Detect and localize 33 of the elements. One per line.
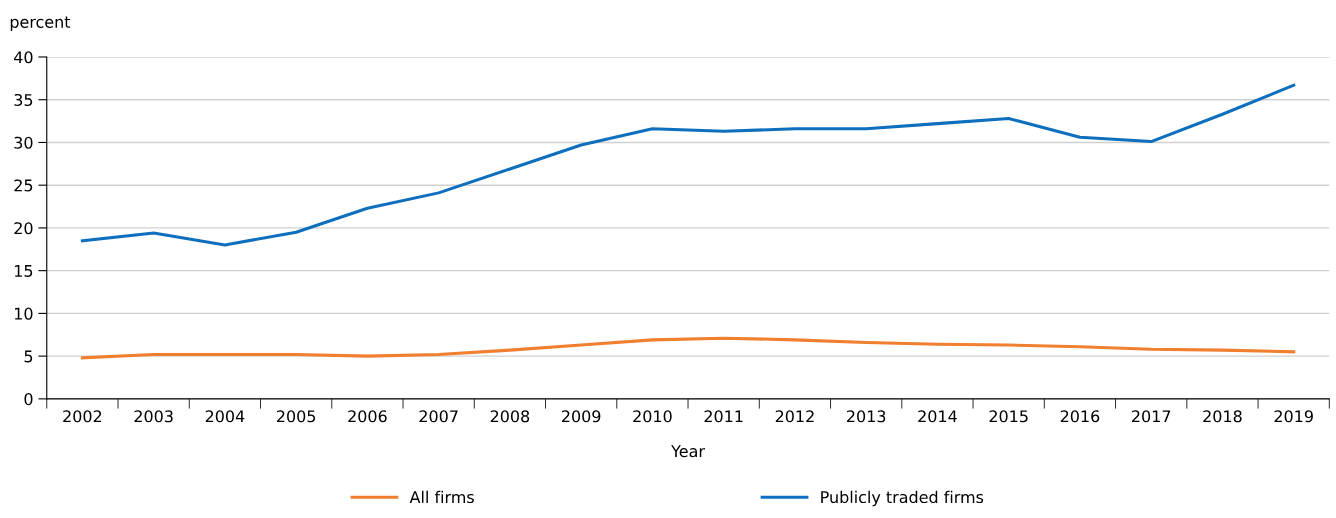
- x-tick-label: 2003: [134, 410, 173, 423]
- x-tick-label: 2009: [562, 410, 601, 423]
- x-tick-label: 2008: [490, 410, 530, 423]
- line-series: [80, 336, 1296, 360]
- x-axis-title: Year: [671, 445, 705, 458]
- x-tick-label: 2013: [847, 410, 886, 423]
- x-tick-label: 2016: [1060, 410, 1100, 423]
- y-tick-label: 40: [14, 51, 33, 64]
- y-tick-label: 35: [14, 93, 33, 107]
- x-tick-label: 2011: [704, 410, 743, 423]
- x-tick-label: 2019: [1274, 410, 1313, 423]
- x-tick-label: 2007: [419, 410, 458, 423]
- y-tick-label: 5: [24, 350, 33, 363]
- y-tick-label: 15: [15, 265, 33, 277]
- y-tick-label: 0: [24, 393, 33, 406]
- x-tick-label: 2005: [276, 410, 316, 423]
- y-tick-label: 10: [15, 307, 33, 320]
- x-tick-label: 2010: [633, 410, 672, 423]
- x-tick-label: 2018: [1203, 410, 1242, 423]
- x-tick-label: 2015: [989, 410, 1028, 423]
- x-tick-label: 2017: [1132, 410, 1171, 423]
- y-tick-label: 25: [14, 179, 33, 192]
- x-tick-label: 2014: [918, 410, 957, 423]
- y-tick-label: 30: [14, 136, 33, 149]
- x-tick-label: 2002: [63, 410, 102, 423]
- x-tick-label: 2012: [775, 410, 814, 423]
- legend-label: All firms: [409, 490, 474, 504]
- x-tick-label: 2006: [348, 410, 387, 423]
- line-series: [80, 83, 1296, 247]
- x-tick-label: 2004: [205, 410, 245, 423]
- y-tick-label: 20: [14, 222, 33, 235]
- y-axis-title: percent: [10, 16, 71, 32]
- legend-label: Publicly traded firms: [821, 490, 984, 507]
